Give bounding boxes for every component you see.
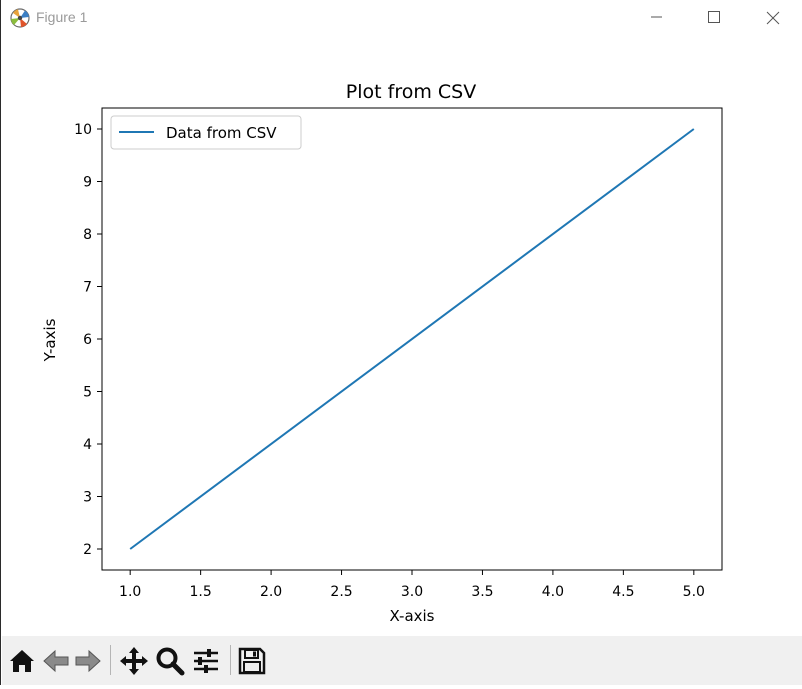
y-tick-label: 8 — [83, 227, 92, 243]
pan-button[interactable] — [118, 645, 150, 677]
y-axis-label: Y-axis — [41, 318, 59, 362]
y-tick-label: 3 — [83, 490, 92, 506]
save-icon — [238, 647, 266, 675]
pan-icon — [120, 647, 148, 675]
legend: Data from CSV — [110, 115, 302, 150]
save-button[interactable] — [236, 645, 268, 677]
forward-button[interactable] — [72, 645, 104, 677]
x-tick-label: 1.0 — [119, 584, 141, 600]
legend-box — [110, 115, 302, 150]
series-line-data-from-csv — [129, 128, 695, 550]
maximize-icon — [708, 11, 720, 23]
y-tick-label: 9 — [83, 175, 92, 191]
x-tick-label: 4.0 — [542, 584, 564, 600]
y-tick-label: 7 — [83, 280, 92, 296]
toolbar-separator — [110, 645, 111, 675]
configure-subplots-button[interactable] — [190, 645, 222, 677]
toolbar-separator — [230, 645, 231, 675]
x-tick-label: 3.5 — [471, 584, 493, 600]
y-tick-label: 10 — [74, 122, 92, 138]
x-axis-label: X-axis — [390, 607, 435, 625]
close-button[interactable] — [749, 0, 795, 34]
window-title: Figure 1 — [36, 9, 88, 25]
x-tick-label: 3.0 — [401, 584, 423, 600]
figure-canvas[interactable]: Plot from CSV 1.0 1.5 2.0 2.5 3.0 3.5 4.0 4.5 5.… — [1, 34, 801, 636]
y-axis-ticks: 2 3 4 5 6 7 8 9 10 — [74, 122, 102, 558]
x-tick-label: 2.0 — [260, 584, 282, 600]
y-tick-label: 2 — [83, 542, 92, 558]
back-button[interactable] — [40, 645, 72, 677]
y-tick-label: 6 — [83, 332, 92, 348]
y-tick-label: 5 — [83, 385, 92, 401]
navigation-toolbar — [2, 636, 802, 685]
home-icon — [10, 650, 34, 672]
x-tick-label: 2.5 — [330, 584, 352, 600]
legend-label: Data from CSV — [166, 124, 277, 142]
minimize-icon — [651, 16, 662, 18]
close-icon — [766, 11, 780, 25]
x-tick-label: 4.5 — [612, 584, 634, 600]
zoom-button[interactable] — [154, 645, 186, 677]
matplotlib-icon — [9, 7, 31, 29]
x-tick-label: 5.0 — [683, 584, 705, 600]
back-icon — [43, 649, 69, 673]
title-bar[interactable]: Figure 1 — [1, 0, 802, 34]
x-tick-label: 1.5 — [190, 584, 212, 600]
zoom-icon — [156, 647, 185, 676]
maximize-button[interactable] — [691, 0, 737, 34]
x-axis-ticks: 1.0 1.5 2.0 2.5 3.0 3.5 4.0 4.5 5.0 — [119, 570, 705, 600]
minimize-button[interactable] — [633, 0, 679, 34]
y-tick-label: 4 — [83, 437, 92, 453]
axes-frame — [101, 107, 723, 571]
chart-title: Plot from CSV — [346, 81, 476, 103]
home-button[interactable] — [6, 645, 38, 677]
forward-icon — [75, 649, 101, 673]
series-layer — [129, 128, 695, 550]
configure-subplots-icon — [194, 649, 218, 673]
